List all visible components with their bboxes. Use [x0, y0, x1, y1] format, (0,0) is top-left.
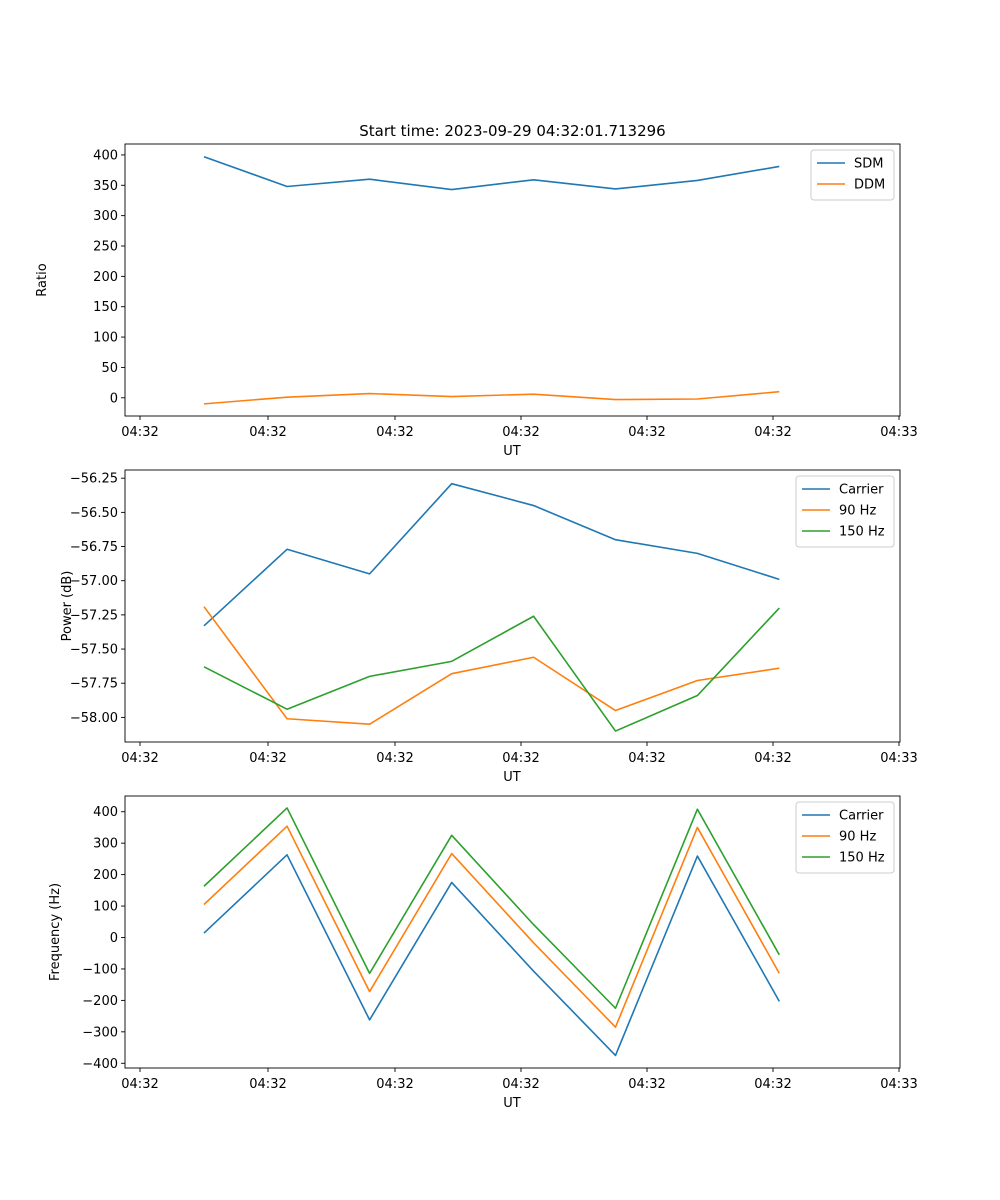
legend-label-power-1: 90 Hz — [839, 504, 876, 519]
legend-label-power-2: 150 Hz — [839, 525, 885, 540]
y-tick-label-frequency-2: −200 — [82, 994, 118, 1009]
chart-panels: 04:32 04:32 04:32 04:32 04:32 04:32 04:33 0 50 10… — [35, 143, 918, 1111]
series-line-frequency-carrier — [203, 853, 780, 1057]
y-tick-label-power-3: −57.25 — [70, 608, 118, 623]
y-tick-label-frequency-8: 400 — [93, 805, 118, 820]
x-tick-label-frequency-5: 04:32 — [754, 1077, 791, 1092]
x-tick-label-power-6: 04:33 — [880, 751, 917, 766]
y-tick-label-power-4: −57.00 — [70, 574, 118, 589]
y-tick-label-ratio-6: 300 — [93, 209, 118, 224]
y-tick-label-ratio-8: 400 — [93, 148, 118, 163]
y-tick-label-frequency-6: 200 — [93, 868, 118, 883]
y-tick-label-frequency-0: −400 — [82, 1057, 118, 1072]
y-tick-label-power-7: −56.25 — [70, 472, 118, 487]
x-tick-label-ratio-1: 04:32 — [249, 425, 286, 440]
legend-label-frequency-1: 90 Hz — [839, 830, 876, 845]
y-tick-label-ratio-4: 200 — [93, 270, 118, 285]
x-tick-label-ratio-6: 04:33 — [880, 425, 917, 440]
x-axis-label-frequency: UT — [503, 1096, 521, 1111]
legend-box-power — [795, 475, 895, 548]
x-tick-label-frequency-0: 04:32 — [121, 1077, 158, 1092]
y-tick-label-power-5: −56.75 — [70, 540, 118, 555]
x-axis-label-ratio: UT — [503, 444, 521, 459]
x-tick-label-power-2: 04:32 — [376, 751, 413, 766]
x-tick-label-frequency-1: 04:32 — [249, 1077, 286, 1092]
axes-frame-power — [124, 469, 901, 743]
y-tick-label-frequency-5: 100 — [93, 900, 118, 915]
y-tick-label-power-2: −57.50 — [70, 643, 118, 658]
x-tick-label-power-5: 04:32 — [754, 751, 791, 766]
legend-label-ratio-0: SDM — [854, 157, 883, 172]
x-tick-label-power-3: 04:32 — [502, 751, 539, 766]
legend-label-frequency-0: Carrier — [839, 809, 884, 824]
series-line-frequency-150-hz — [203, 807, 780, 1010]
series-line-ratio-ddm — [203, 390, 780, 405]
series-line-power-carrier — [203, 482, 780, 627]
chart-power: 04:32 04:32 04:32 04:32 04:32 04:32 04:33 −58.0… — [60, 469, 918, 785]
x-tick-label-frequency-3: 04:32 — [502, 1077, 539, 1092]
y-tick-label-frequency-3: −100 — [82, 962, 118, 977]
y-tick-label-frequency-7: 300 — [93, 837, 118, 852]
series-line-ratio-sdm — [203, 155, 780, 191]
y-tick-label-ratio-2: 100 — [93, 331, 118, 346]
legend-label-ratio-1: DDM — [854, 178, 885, 193]
axes-frame-frequency — [124, 795, 901, 1069]
y-tick-label-ratio-5: 250 — [93, 240, 118, 255]
figure-title: Start time: 2023-09-29 04:32:01.713296 — [359, 122, 665, 140]
series-line-power-90-hz — [203, 606, 780, 726]
legend-box-frequency — [795, 801, 895, 874]
y-tick-label-ratio-3: 150 — [93, 300, 118, 315]
x-tick-label-frequency-6: 04:33 — [880, 1077, 917, 1092]
y-tick-label-power-1: −57.75 — [70, 677, 118, 692]
series-line-frequency-90-hz — [203, 825, 780, 1028]
axes-frame-ratio — [124, 143, 901, 417]
y-tick-label-ratio-7: 350 — [93, 179, 118, 194]
y-tick-label-ratio-0: 0 — [110, 391, 118, 406]
x-tick-label-frequency-2: 04:32 — [376, 1077, 413, 1092]
chart-ratio: 04:32 04:32 04:32 04:32 04:32 04:32 04:33 0 50 10… — [35, 143, 918, 459]
y-tick-label-frequency-4: 0 — [110, 931, 118, 946]
x-tick-label-power-1: 04:32 — [249, 751, 286, 766]
series-line-power-150-hz — [203, 607, 780, 732]
x-tick-label-frequency-4: 04:32 — [628, 1077, 665, 1092]
y-axis-label-power: Power (dB) — [60, 571, 75, 642]
x-tick-label-ratio-0: 04:32 — [121, 425, 158, 440]
y-tick-label-ratio-1: 50 — [101, 361, 118, 376]
y-tick-label-power-6: −56.50 — [70, 506, 118, 521]
y-axis-label-ratio: Ratio — [35, 263, 50, 296]
legend-label-power-0: Carrier — [839, 483, 884, 498]
x-tick-label-power-0: 04:32 — [121, 751, 158, 766]
y-tick-label-frequency-1: −300 — [82, 1025, 118, 1040]
chart-frequency: 04:32 04:32 04:32 04:32 04:32 04:32 04:33 −400 −… — [48, 795, 918, 1111]
y-tick-label-power-0: −58.00 — [70, 711, 118, 726]
x-axis-label-power: UT — [503, 770, 521, 785]
y-axis-label-frequency: Frequency (Hz) — [48, 883, 63, 981]
legend-label-frequency-2: 150 Hz — [839, 851, 885, 866]
x-tick-label-ratio-3: 04:32 — [502, 425, 539, 440]
x-tick-label-power-4: 04:32 — [628, 751, 665, 766]
x-tick-label-ratio-2: 04:32 — [376, 425, 413, 440]
x-tick-label-ratio-4: 04:32 — [628, 425, 665, 440]
x-tick-label-ratio-5: 04:32 — [754, 425, 791, 440]
